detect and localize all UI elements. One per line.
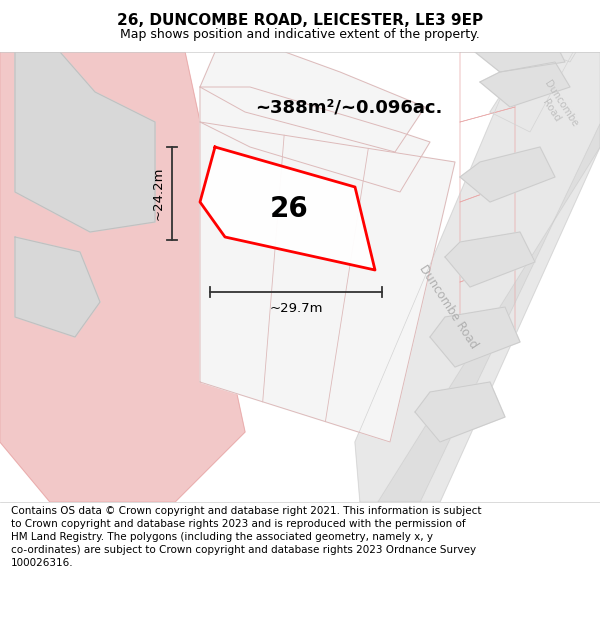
Polygon shape: [15, 52, 155, 232]
Polygon shape: [200, 147, 375, 270]
Polygon shape: [430, 307, 520, 367]
Text: Map shows position and indicative extent of the property.: Map shows position and indicative extent…: [120, 28, 480, 41]
Polygon shape: [0, 52, 245, 502]
Text: ~388m²/~0.096ac.: ~388m²/~0.096ac.: [255, 98, 442, 116]
Text: ~29.7m: ~29.7m: [269, 301, 323, 314]
Text: Duncombe
Road: Duncombe Road: [532, 79, 580, 135]
Polygon shape: [15, 237, 100, 337]
Polygon shape: [490, 2, 600, 132]
Polygon shape: [460, 147, 555, 202]
Text: Duncombe Road: Duncombe Road: [416, 262, 480, 351]
Text: 26, DUNCOMBE ROAD, LEICESTER, LE3 9EP: 26, DUNCOMBE ROAD, LEICESTER, LE3 9EP: [117, 13, 483, 28]
Text: 26: 26: [269, 194, 308, 222]
Polygon shape: [475, 52, 565, 72]
Polygon shape: [445, 232, 535, 287]
Polygon shape: [200, 87, 430, 192]
Polygon shape: [415, 382, 505, 442]
Text: Contains OS data © Crown copyright and database right 2021. This information is : Contains OS data © Crown copyright and d…: [11, 506, 481, 569]
Polygon shape: [200, 122, 455, 442]
Polygon shape: [378, 124, 600, 502]
Polygon shape: [355, 52, 600, 502]
Polygon shape: [200, 52, 425, 152]
Text: ~24.2m: ~24.2m: [151, 167, 164, 220]
Polygon shape: [480, 62, 570, 107]
Polygon shape: [545, 2, 600, 62]
